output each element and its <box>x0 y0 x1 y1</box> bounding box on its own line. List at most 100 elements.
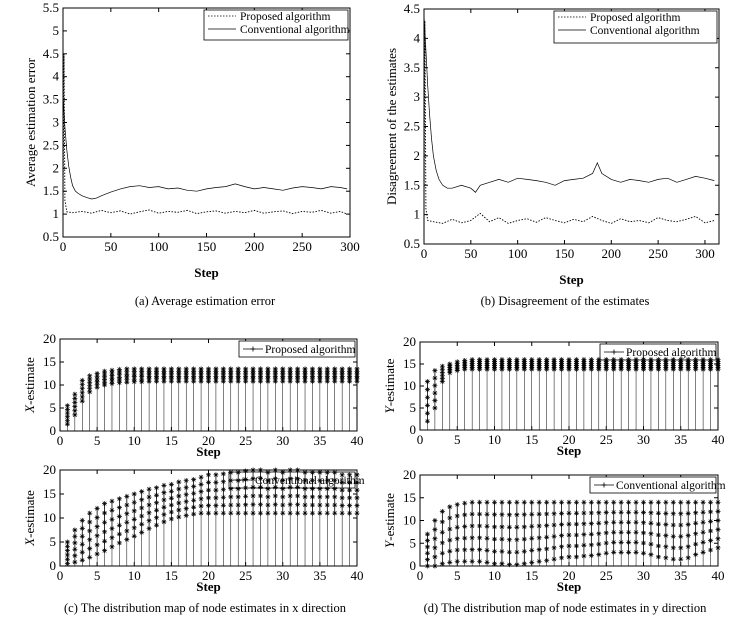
estimate-marker <box>596 552 602 558</box>
estimate-marker <box>536 357 542 363</box>
estimate-marker <box>272 366 278 372</box>
estimate-marker <box>250 502 256 508</box>
legend-label: Conventional algorithm <box>590 25 700 37</box>
estimate-marker <box>287 510 293 516</box>
y-tick-label: 5 <box>50 534 57 549</box>
estimate-marker <box>124 528 130 534</box>
y-tick-label: 3.5 <box>404 60 420 75</box>
estimate-marker <box>124 366 130 372</box>
estimate-marker <box>521 548 527 554</box>
estimate-marker <box>176 479 182 485</box>
estimate-marker <box>678 522 684 528</box>
estimate-marker <box>191 477 197 483</box>
estimate-marker <box>191 484 197 490</box>
estimate-marker <box>87 386 93 392</box>
estimate-marker <box>469 357 475 363</box>
estimate-marker <box>536 499 542 505</box>
estimate-marker <box>124 511 130 517</box>
y-axis-label: Y-estimate <box>382 358 397 413</box>
estimate-marker <box>146 486 152 492</box>
estimate-marker <box>447 504 453 510</box>
estimate-marker <box>161 482 167 488</box>
estimate-marker <box>272 484 278 490</box>
y-tick-label: 20 <box>403 334 416 349</box>
x-tick-label: 10 <box>128 568 141 583</box>
estimate-marker <box>79 386 85 392</box>
estimate-marker <box>454 513 460 519</box>
estimate-marker <box>354 510 360 516</box>
estimate-marker <box>641 499 646 505</box>
estimate-marker <box>499 536 505 542</box>
estimate-marker <box>529 357 535 363</box>
x-tick-label: 5 <box>454 568 461 583</box>
estimate-marker <box>432 375 438 381</box>
estimate-marker <box>559 510 565 516</box>
y-tick-label: 5 <box>410 400 417 415</box>
x-tick-label: 10 <box>488 432 501 447</box>
estimate-marker <box>536 547 542 553</box>
estimate-marker <box>309 366 315 372</box>
estimate-marker <box>432 527 438 533</box>
estimate-marker <box>693 499 699 505</box>
estimate-marker <box>339 503 345 509</box>
estimate-marker <box>521 561 527 567</box>
x-tick-label: 20 <box>563 568 576 583</box>
estimate-marker <box>588 357 594 363</box>
estimate-marker <box>648 510 654 516</box>
estimate-marker <box>309 494 315 500</box>
estimate-marker <box>295 502 301 508</box>
estimate-marker <box>72 553 78 559</box>
estimate-marker <box>183 478 189 484</box>
estimate-marker <box>139 497 145 503</box>
estimate-marker <box>611 357 617 363</box>
estimate-marker <box>506 524 512 530</box>
estimate-marker <box>213 487 219 493</box>
x-tick-label: 15 <box>165 568 178 583</box>
estimate-marker <box>559 357 565 363</box>
estimate-marker <box>109 375 115 381</box>
estimate-marker <box>641 357 646 363</box>
estimate-marker <box>124 371 130 377</box>
estimate-marker <box>332 478 338 484</box>
estimate-marker <box>116 366 122 372</box>
estimate-marker <box>265 486 271 492</box>
estimate-marker <box>102 376 108 382</box>
estimate-marker <box>206 510 211 516</box>
estimate-marker <box>492 512 497 518</box>
estimate-marker <box>424 550 430 556</box>
estimate-marker <box>544 357 550 363</box>
estimate-marker <box>87 528 93 534</box>
estimate-marker <box>243 485 249 491</box>
estimate-marker <box>102 368 108 374</box>
y-tick-label: 4 <box>53 69 60 84</box>
estimate-marker <box>317 502 323 508</box>
estimate-marker <box>324 502 330 508</box>
estimate-marker <box>176 514 182 520</box>
estimate-marker <box>354 366 360 372</box>
estimate-marker <box>102 371 108 377</box>
estimate-marker <box>124 369 130 375</box>
estimate-marker <box>213 510 219 516</box>
estimate-marker <box>603 499 609 505</box>
y-axis-label: Y-estimate <box>382 493 397 548</box>
estimate-marker <box>116 496 122 502</box>
estimate-marker <box>626 499 632 505</box>
estimate-marker <box>295 366 301 372</box>
estimate-marker <box>596 357 602 363</box>
y-axis-label: X-estimate <box>22 490 37 547</box>
estimate-marker <box>213 472 219 478</box>
x-axis-label: Step <box>557 443 582 458</box>
estimate-marker <box>551 545 557 551</box>
estimate-marker <box>302 494 308 500</box>
estimate-marker <box>102 501 108 507</box>
estimate-marker <box>633 499 639 505</box>
estimate-marker <box>439 366 445 372</box>
estimate-marker <box>581 553 587 559</box>
estimate-marker <box>715 536 721 542</box>
x-tick-label: 200 <box>602 246 622 261</box>
panel-d2: 0 5 10 15 20 25 30 35 4005101520StepY-estimateCo… <box>382 467 726 594</box>
estimate-marker <box>287 476 293 482</box>
estimate-marker <box>94 551 100 557</box>
estimate-marker <box>317 478 323 484</box>
estimate-marker <box>462 500 468 506</box>
